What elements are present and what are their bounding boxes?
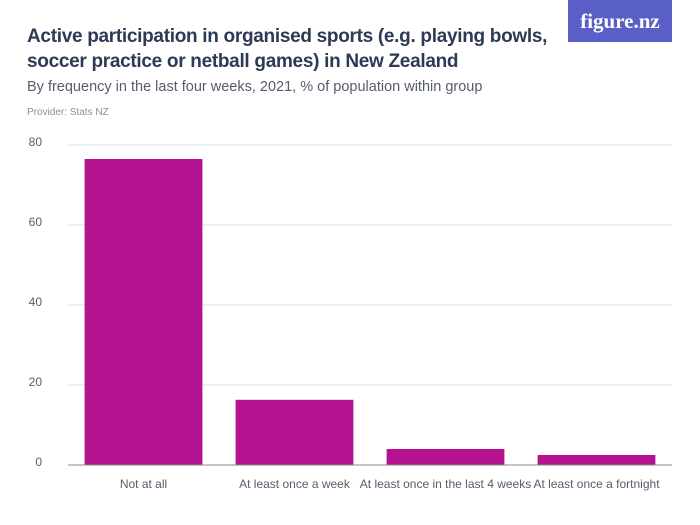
x-tick-label: Not at all xyxy=(120,477,167,491)
chart-title: Active participation in organised sports… xyxy=(27,26,548,72)
x-tick-label: At least once in the last 4 weeks xyxy=(360,477,531,491)
chart-subtitle: By frequency in the last four weeks, 202… xyxy=(27,79,483,95)
bar xyxy=(235,399,354,465)
x-tick-label: At least once a week xyxy=(239,477,351,491)
bar xyxy=(84,159,203,465)
y-tick-label: 80 xyxy=(29,135,43,149)
bar xyxy=(537,455,656,465)
x-tick-label: At least once a fortnight xyxy=(533,477,660,491)
logo[interactable]: figure.nz xyxy=(568,0,672,42)
y-tick-label: 20 xyxy=(29,375,43,389)
y-tick-label: 0 xyxy=(35,455,42,469)
y-tick-label: 60 xyxy=(29,215,43,229)
bar xyxy=(386,449,505,465)
y-tick-label: 40 xyxy=(29,295,43,309)
provider: Provider: Stats NZ xyxy=(27,107,109,118)
